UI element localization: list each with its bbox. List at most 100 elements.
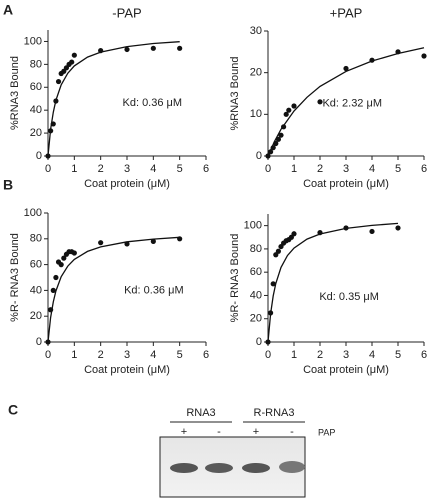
x-tick-label: 2 xyxy=(317,349,323,361)
gel-group: R-RNA3 xyxy=(254,407,295,419)
fit-curve xyxy=(267,222,399,343)
gel-band xyxy=(242,463,270,473)
y-tick-label: 0 xyxy=(36,336,42,348)
data-point xyxy=(286,107,292,113)
data-point xyxy=(343,65,349,72)
x-tick-label: 2 xyxy=(98,163,104,175)
y-tick-label: 40 xyxy=(30,104,42,116)
y-tick-label: 30 xyxy=(250,25,262,37)
data-point xyxy=(124,241,130,247)
x-axis-label: Coat protein (μM) xyxy=(303,364,389,376)
x-tick-label: 6 xyxy=(203,163,209,175)
data-point xyxy=(150,45,156,51)
x-tick-label: 5 xyxy=(177,163,183,175)
data-point xyxy=(270,281,276,287)
annotation: Kd: 0.36 μM xyxy=(123,97,183,109)
y-tick-label: 40 xyxy=(250,289,262,301)
x-tick-label: 2 xyxy=(317,163,323,175)
lane-label: + xyxy=(253,426,259,438)
y-tick-label: 10 xyxy=(250,108,262,120)
data-point xyxy=(71,52,77,58)
x-tick-label: 3 xyxy=(124,349,130,361)
y-axis-label: %RNA3 Bound xyxy=(229,57,241,131)
data-point xyxy=(124,46,130,53)
y-tick-label: 0 xyxy=(36,150,42,162)
data-point xyxy=(55,78,62,85)
data-point xyxy=(98,48,104,54)
y-tick-label: 60 xyxy=(30,81,42,93)
x-tick-label: 4 xyxy=(369,349,375,361)
y-tick-label: 20 xyxy=(30,127,42,139)
lane-label: - xyxy=(290,426,294,438)
chart-title: -PAP xyxy=(112,5,141,20)
data-point xyxy=(291,103,297,109)
x-tick-label: 4 xyxy=(150,349,156,361)
lane-label: + xyxy=(181,426,187,438)
annotation: Kd: 0.36 μM xyxy=(124,284,184,296)
data-point xyxy=(50,121,56,127)
data-point xyxy=(45,339,51,345)
data-point xyxy=(273,140,279,147)
y-tick-label: 40 xyxy=(30,284,42,296)
x-tick-label: 4 xyxy=(369,163,375,175)
x-tick-label: 1 xyxy=(71,163,77,175)
x-tick-label: 1 xyxy=(291,349,297,361)
gel-band xyxy=(205,463,233,473)
data-point xyxy=(268,149,274,155)
data-point xyxy=(317,99,323,105)
chart-title: +PAP xyxy=(330,5,363,20)
y-tick-label: 100 xyxy=(24,207,42,219)
data-point xyxy=(281,124,287,130)
y-axis-label: %R- RNA3 Bound xyxy=(9,233,21,322)
data-point xyxy=(50,287,56,293)
data-point xyxy=(45,153,51,159)
panel-label: B xyxy=(3,177,13,193)
panel-label: C xyxy=(8,402,18,418)
gel-band xyxy=(170,463,198,473)
data-point xyxy=(421,53,427,59)
annotation: Kd: 2.32 μM xyxy=(322,97,382,109)
x-tick-label: 5 xyxy=(395,349,401,361)
data-point xyxy=(278,132,284,138)
y-tick-label: 20 xyxy=(250,67,262,79)
y-tick-label: 60 xyxy=(30,259,42,271)
x-tick-label: 4 xyxy=(150,163,156,175)
x-tick-label: 6 xyxy=(421,349,427,361)
x-tick-label: 2 xyxy=(98,349,104,361)
y-tick-label: 100 xyxy=(244,220,262,232)
data-point xyxy=(343,225,349,231)
data-point xyxy=(98,240,104,246)
fit-curve xyxy=(47,236,180,343)
data-point xyxy=(291,231,297,237)
data-point xyxy=(48,128,54,134)
data-point xyxy=(317,230,323,236)
data-point xyxy=(283,111,289,117)
x-tick-label: 1 xyxy=(291,163,297,175)
data-point xyxy=(69,59,75,65)
data-point xyxy=(48,307,54,313)
x-axis-label: Coat protein (μM) xyxy=(84,364,170,376)
data-point xyxy=(369,228,375,235)
data-point xyxy=(369,57,375,63)
x-tick-label: 0 xyxy=(45,349,51,361)
y-tick-label: 100 xyxy=(24,35,42,47)
data-point xyxy=(177,236,183,242)
data-point xyxy=(150,238,156,244)
data-point xyxy=(177,45,183,51)
x-tick-label: 6 xyxy=(421,163,427,175)
x-tick-label: 0 xyxy=(45,163,51,175)
data-point xyxy=(275,136,281,142)
data-point xyxy=(53,274,59,281)
annotation: Kd: 0.35 μM xyxy=(319,291,379,303)
fit-curve xyxy=(267,47,425,157)
data-point xyxy=(268,310,274,316)
x-tick-label: 5 xyxy=(177,349,183,361)
lane-title: PAP xyxy=(318,427,335,437)
x-axis-label: Coat protein (μM) xyxy=(84,178,170,190)
data-point xyxy=(61,255,67,261)
panel-label: A xyxy=(3,2,13,18)
x-tick-label: 5 xyxy=(395,163,401,175)
data-point xyxy=(275,248,281,254)
x-tick-label: 3 xyxy=(343,163,349,175)
